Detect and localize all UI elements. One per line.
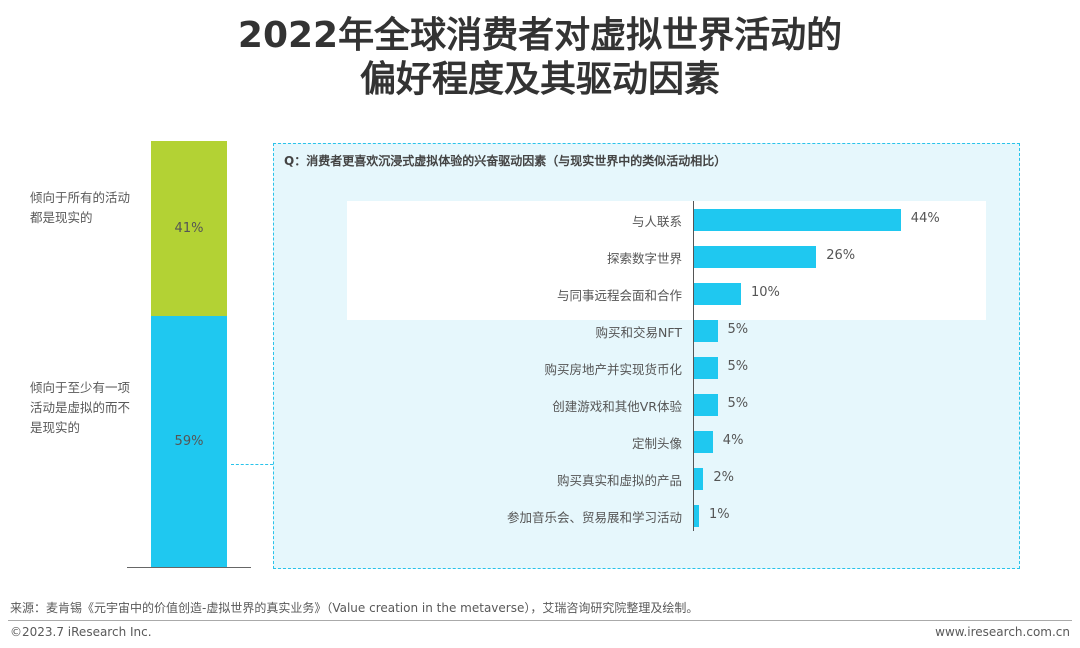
category-label: 定制头像 <box>631 436 682 451</box>
value-label: 5% <box>727 322 749 337</box>
y-axis <box>693 201 694 531</box>
value-label: 26% <box>826 248 856 263</box>
category-label: 探索数字世界 <box>606 251 682 266</box>
bar <box>694 468 704 490</box>
bar <box>694 283 741 305</box>
stack-label-real: 倾向于所有的活动都是现实的 <box>30 190 131 225</box>
value-label: 10% <box>751 285 780 300</box>
category-label: 购买真实和虚拟的产品 <box>556 473 682 488</box>
title-line-1: 2022年全球消费者对虚拟世界活动的 <box>237 15 843 56</box>
category-label: 购买和交易NFT <box>595 325 682 340</box>
value-label: 44% <box>910 211 940 226</box>
footer-divider <box>8 620 1072 621</box>
category-label: 参加音乐会、贸易展和学习活动 <box>506 510 682 525</box>
question-title: Q：消费者更喜欢沉浸式虚拟体验的兴奋驱动因素（与现实世界中的类似活动相比） <box>284 154 727 168</box>
bar <box>694 394 718 416</box>
source-note: 来源：麦肯锡《元宇宙中的价值创造-虚拟世界的真实业务》（Value creati… <box>10 601 699 615</box>
stack-value-virtual: 59% <box>174 433 204 449</box>
page-title: 2022年全球消费者对虚拟世界活动的 偏好程度及其驱动因素 <box>0 14 1080 102</box>
stack-label-virtual: 倾向于至少有一项活动是虚拟的而不是现实的 <box>30 380 131 435</box>
category-label: 与人联系 <box>631 214 682 229</box>
stack-segment-virtual: 59% <box>151 315 227 567</box>
bar <box>694 357 718 379</box>
connector-line <box>231 464 273 465</box>
value-label: 5% <box>727 359 749 374</box>
value-label: 4% <box>722 433 744 448</box>
value-label: 2% <box>713 470 735 485</box>
category-label: 购买房地产并实现货币化 <box>544 362 682 377</box>
stack-segment-real: 41% <box>151 141 227 316</box>
stack-value-real: 41% <box>174 220 204 236</box>
title-line-2: 偏好程度及其驱动因素 <box>359 59 720 100</box>
category-label: 创建游戏和其他VR体验 <box>552 399 682 414</box>
website-link[interactable]: www.iresearch.com.cn <box>935 625 1070 639</box>
copyright: ©2023.7 iResearch Inc. <box>10 625 152 639</box>
bar <box>694 505 699 527</box>
stack-baseline <box>127 567 251 568</box>
value-label: 5% <box>727 396 749 411</box>
bar <box>694 431 713 453</box>
bar <box>694 209 901 231</box>
bar <box>694 320 718 342</box>
category-label: 与同事远程会面和合作 <box>556 288 682 303</box>
bar <box>694 246 817 268</box>
value-label: 1% <box>709 507 730 522</box>
